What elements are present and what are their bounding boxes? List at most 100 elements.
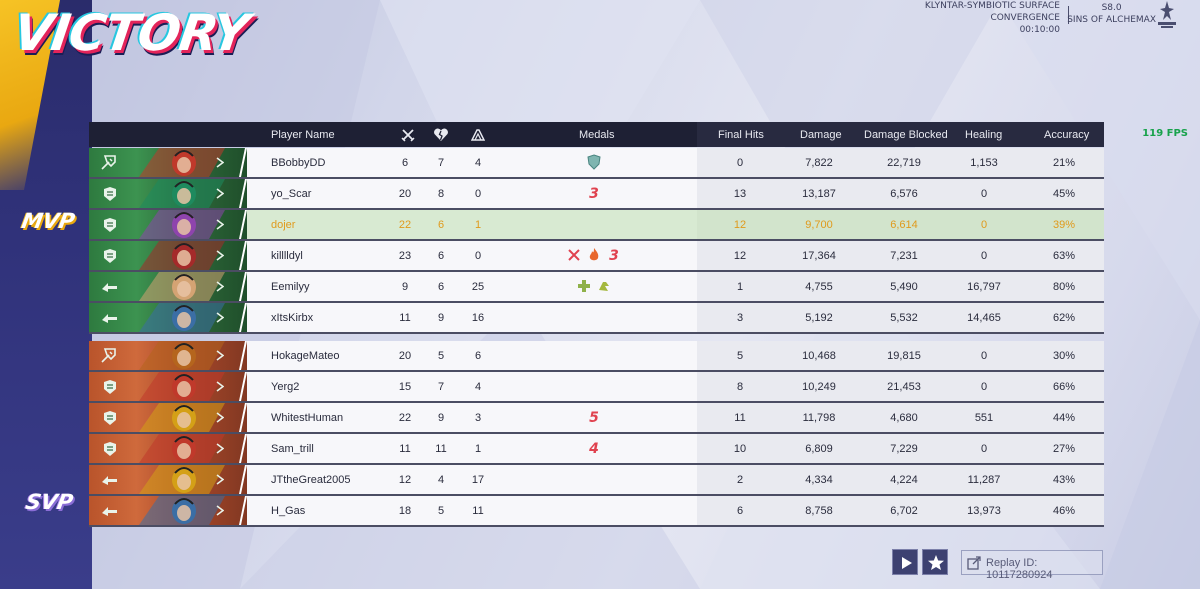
hero-portrait[interactable] (89, 241, 247, 270)
slash-divider (239, 272, 247, 301)
damage-value: 8,758 (805, 505, 833, 517)
duelist-role-icon (104, 218, 116, 232)
scoreboard-header: Player Name Medals Final Hits Damage Dam… (89, 122, 1104, 147)
hero-portrait[interactable] (89, 341, 247, 370)
damage-blocked-value: 7,229 (890, 443, 918, 455)
player-name[interactable]: killlldyl (271, 250, 303, 262)
hero-portrait[interactable] (89, 403, 247, 432)
player-name[interactable]: Yerg2 (271, 381, 300, 393)
final-hits-value: 10 (733, 443, 747, 455)
hero-portrait[interactable] (89, 210, 247, 239)
final-hits-value: 1 (736, 281, 744, 293)
damage-value: 17,364 (802, 250, 836, 262)
slash-divider (239, 210, 247, 239)
assists-value: 16 (471, 312, 485, 324)
hero-avatar (139, 272, 225, 301)
game-mode: CONVERGENCE (990, 13, 1060, 23)
healing-value: 0 (980, 350, 988, 362)
favorite-button[interactable] (922, 549, 948, 575)
hero-portrait[interactable] (89, 179, 247, 208)
damage-value: 10,249 (802, 381, 836, 393)
replay-id-box[interactable]: Replay ID: 10117280924 (961, 550, 1103, 581)
player-name[interactable]: JTtheGreat2005 (271, 474, 351, 486)
svp-badge: SVP (23, 490, 75, 514)
accuracy-value: 62% (1052, 312, 1076, 324)
map-name: KLYNTAR-SYMBIOTIC SURFACE (924, 1, 1060, 11)
player-row[interactable]: Yerg2 15 7 4 8 10,249 21,453 0 66% (89, 372, 1104, 403)
player-name[interactable]: BBobbyDD (271, 157, 326, 169)
player-name[interactable]: Eemilyy (271, 281, 310, 293)
streak-3-medal-icon: 3 (607, 247, 621, 265)
accuracy-value: 21% (1052, 157, 1076, 169)
player-row[interactable]: HokageMateo 20 5 6 5 10,468 19,815 0 30% (89, 341, 1104, 372)
medals-cell (559, 216, 629, 234)
shield-medal-icon (587, 154, 601, 172)
player-row[interactable]: BBobbyDD 6 7 4 0 7,822 22,719 1,153 21% (89, 148, 1104, 179)
deaths-value: 8 (437, 188, 445, 200)
duelist-role-icon (104, 411, 116, 425)
hero-portrait[interactable] (89, 372, 247, 401)
hero-portrait[interactable] (89, 148, 247, 177)
player-row[interactable]: H_Gas 18 5 11 6 8,758 6,702 13,973 46% (89, 496, 1104, 527)
kills-value: 20 (398, 188, 412, 200)
header-accuracy: Accuracy (1044, 129, 1090, 141)
deaths-value: 9 (437, 412, 445, 424)
healing-value: 16,797 (967, 281, 1001, 293)
damage-value: 10,468 (802, 350, 836, 362)
player-row[interactable]: xItsKirbx 11 9 16 3 5,192 5,532 14,465 62% (89, 303, 1104, 334)
hero-portrait[interactable] (89, 272, 247, 301)
scoreboard: Player Name Medals Final Hits Damage Dam… (89, 122, 1104, 527)
play-replay-button[interactable] (892, 549, 918, 575)
medals-cell (559, 471, 629, 489)
damage-blocked-value: 22,719 (887, 157, 921, 169)
player-row[interactable]: dojer 22 6 1 12 9,700 6,614 0 39% (89, 210, 1104, 241)
kills-value: 12 (398, 474, 412, 486)
vanguard-role-icon (101, 155, 116, 170)
hero-portrait[interactable] (89, 434, 247, 463)
chevron-right-icon (216, 219, 224, 230)
damage-value: 9,700 (805, 219, 833, 231)
mvp-badge: MVP (19, 209, 77, 233)
replay-id-label: Replay ID: 10117280924 (986, 557, 1053, 581)
kills-value: 11 (399, 443, 411, 455)
player-row[interactable]: killlldyl 23 6 0 3 12 17,364 7,231 0 63% (89, 241, 1104, 272)
player-name[interactable]: WhitestHuman (271, 412, 344, 424)
damage-blocked-value: 19,815 (887, 350, 921, 362)
player-name[interactable]: dojer (271, 219, 296, 231)
player-name[interactable]: HokageMateo (271, 350, 340, 362)
player-row[interactable]: WhitestHuman 22 9 3 5 11 11,798 4,680 551 44% (89, 403, 1104, 434)
deaths-value: 4 (437, 474, 445, 486)
healing-value: 0 (980, 381, 988, 393)
assists-value: 11 (472, 505, 484, 517)
player-name[interactable]: Sam_trill (271, 443, 314, 455)
hero-avatar (139, 496, 225, 525)
player-name[interactable]: H_Gas (271, 505, 306, 517)
healing-value: 0 (980, 219, 988, 231)
player-name[interactable]: xItsKirbx (271, 312, 314, 324)
hero-avatar (139, 465, 225, 494)
hero-portrait[interactable] (89, 303, 247, 332)
player-row[interactable]: Eemilyy 9 6 25 1 4,755 5,490 16,797 80% (89, 272, 1104, 303)
player-row[interactable]: Sam_trill 11 11 1 4 10 6,809 7,229 0 27% (89, 434, 1104, 465)
accuracy-value: 27% (1052, 443, 1076, 455)
team-a-rows: BBobbyDD 6 7 4 0 7,822 22,719 1,153 21% yo_Scar 20… (89, 148, 1104, 334)
player-name[interactable]: yo_Scar (271, 188, 312, 200)
final-hits-value: 8 (736, 381, 744, 393)
svg-text:5: 5 (589, 410, 599, 425)
hero-portrait[interactable] (89, 496, 247, 525)
slash-divider (239, 303, 247, 332)
player-row[interactable]: JTtheGreat2005 12 4 17 2 4,334 4,224 11,287 43% (89, 465, 1104, 496)
chevron-right-icon (216, 443, 224, 454)
player-row[interactable]: yo_Scar 20 8 0 3 13 13,187 6,576 0 45% (89, 179, 1104, 210)
kills-value: 20 (398, 350, 412, 362)
hero-portrait[interactable] (89, 465, 247, 494)
assist-medal-icon (597, 278, 611, 296)
chevron-right-icon (216, 312, 224, 323)
fire-medal-icon (587, 247, 601, 265)
strategist-role-icon (102, 507, 117, 516)
chevron-right-icon (216, 381, 224, 392)
swords-medal-icon (567, 247, 581, 265)
broken-heart-icon (434, 128, 448, 141)
damage-value: 4,334 (805, 474, 833, 486)
slash-divider (239, 465, 247, 494)
